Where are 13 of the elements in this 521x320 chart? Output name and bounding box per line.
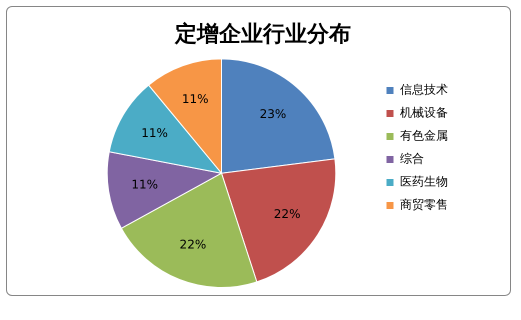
data-label: 11% <box>182 92 209 106</box>
data-label: 11% <box>141 126 168 140</box>
legend-label: 机械设备 <box>400 106 448 120</box>
data-label: 11% <box>131 177 158 192</box>
legend-label: 医药生物 <box>400 174 448 189</box>
data-label: 23% <box>260 107 286 122</box>
legend-label: 综合 <box>400 152 424 166</box>
data-label: 22% <box>180 238 206 252</box>
data-label: 22% <box>274 206 300 221</box>
legend-label: 有色金属 <box>400 128 448 143</box>
legend-label: 信息技术 <box>400 82 448 97</box>
legend-label: 商贸零售 <box>400 198 448 212</box>
chart-title: 定增企业行业分布 <box>174 20 351 47</box>
